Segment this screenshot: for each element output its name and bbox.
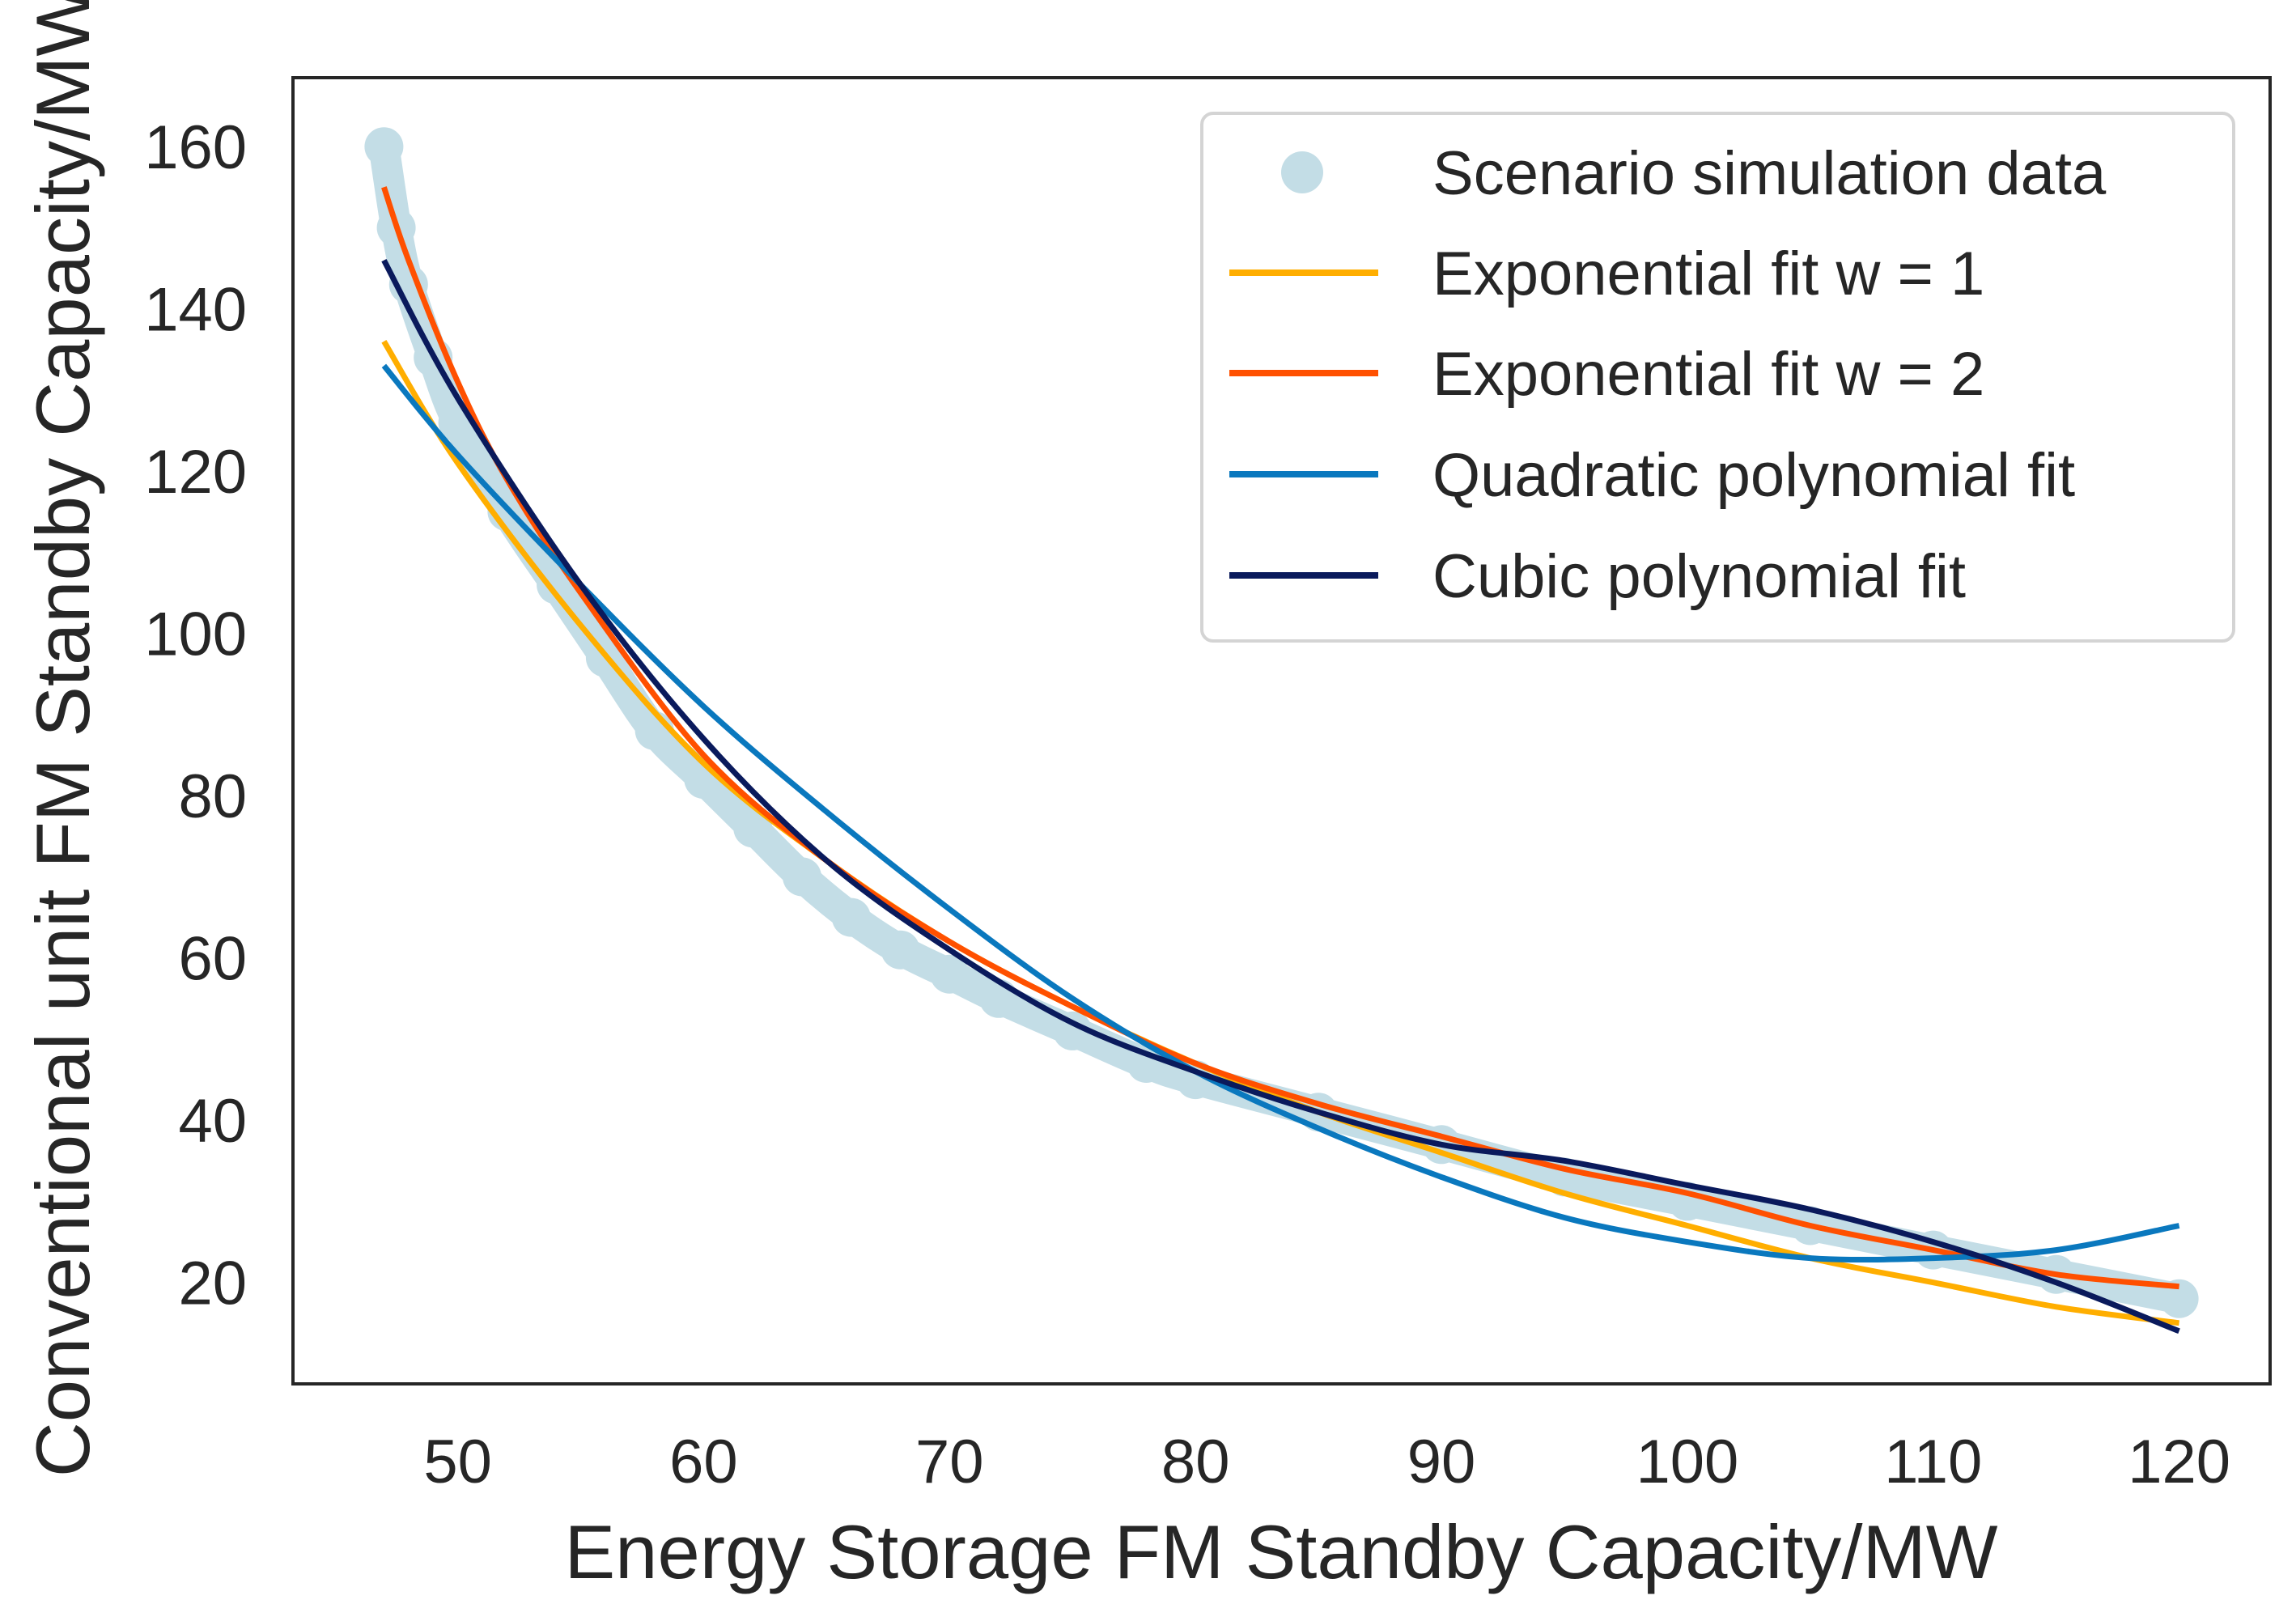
scatter-point — [733, 808, 773, 848]
plot-frame — [291, 76, 2272, 1385]
quadratic-fit-line — [381, 363, 2180, 1263]
legend-frame — [1200, 112, 2235, 643]
y-tick-label: 160 — [144, 113, 247, 182]
y-tick-label: 20 — [178, 1250, 247, 1318]
x-tick-label: 80 — [1161, 1428, 1230, 1496]
x-tick-label: 70 — [915, 1428, 984, 1496]
x-tick-label: 110 — [1884, 1428, 1982, 1496]
legend-label: Exponential fit w = 1 — [1432, 240, 1984, 308]
scatter-point — [881, 930, 920, 970]
x-axis-label: Energy Storage FM Standby Capacity/MW — [564, 1509, 1997, 1594]
y-tick-label: 60 — [178, 925, 247, 994]
legend-label: Exponential fit w = 2 — [1432, 340, 1984, 409]
x-tick-label: 50 — [423, 1428, 492, 1496]
scatter-point — [930, 954, 970, 994]
y-tick-label: 100 — [144, 600, 247, 669]
x-tick-label: 100 — [1636, 1428, 1738, 1496]
y-tick-label: 140 — [144, 276, 247, 345]
scatter-point — [1127, 1044, 1166, 1083]
legend-label: Quadratic polynomial fit — [1432, 441, 2075, 510]
x-tick-label: 120 — [2128, 1428, 2230, 1496]
x-tick-label: 90 — [1407, 1428, 1476, 1496]
scatter-point — [831, 897, 871, 937]
plot-marks — [364, 127, 2199, 1335]
y-tick-label: 80 — [178, 762, 247, 831]
cubic-fit-line — [381, 258, 2180, 1335]
x-tick-label: 60 — [669, 1428, 738, 1496]
y-axis-label: Conventional unit FM Standby Capacity/MW — [20, 0, 105, 1477]
y-tick-label: 40 — [178, 1087, 247, 1156]
y-axis-ticks: 20 40 60 80 100 120 140 160 — [144, 113, 247, 1318]
scatter-point — [364, 127, 404, 167]
legend-label: Cubic polynomial fit — [1432, 542, 1966, 611]
scatter-point — [1053, 1011, 1093, 1050]
legend: Scenario simulation data Exponential fit … — [1200, 112, 2235, 643]
scatter-point — [783, 857, 821, 897]
scatter-point — [979, 978, 1019, 1018]
x-axis-ticks: 50 60 70 80 90 100 110 120 — [423, 1428, 2230, 1496]
y-tick-label: 120 — [144, 438, 247, 507]
legend-marker-scatter — [1281, 151, 1323, 193]
legend-label: Scenario simulation data — [1432, 139, 2107, 208]
scatter-point — [2159, 1279, 2199, 1318]
